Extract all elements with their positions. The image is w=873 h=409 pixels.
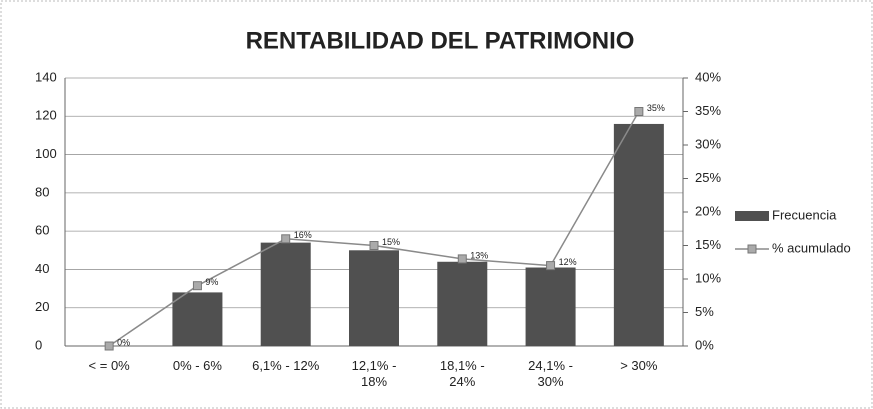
y-tick-label: 100 (35, 146, 57, 161)
legend-swatch (735, 211, 769, 221)
data-label: 9% (205, 277, 218, 287)
data-label: 13% (470, 250, 488, 260)
bar (525, 267, 576, 346)
data-label: 0% (117, 337, 130, 347)
chart-title: RENTABILIDAD DEL PATRIMONIO (246, 27, 635, 54)
x-tick-label: 18,1% - 24% (439, 358, 485, 389)
x-tick-label: 6,1% - 12% (252, 358, 320, 373)
y-tick-label: 20 (35, 299, 49, 314)
x-tick-label: > 30% (620, 358, 658, 373)
y2-tick-label: 25% (695, 170, 721, 185)
y2-tick-label: 20% (695, 203, 721, 218)
marker (634, 107, 644, 116)
y-tick-label: 80 (35, 184, 49, 199)
x-tick-label: < = 0% (88, 358, 130, 373)
y2-tick-label: 40% (695, 69, 721, 84)
bar (260, 242, 311, 346)
marker (546, 261, 556, 271)
y-tick-label: 60 (35, 223, 49, 238)
y-tick-label: 120 (35, 108, 57, 123)
marker (457, 254, 467, 264)
data-label: 16% (294, 230, 312, 240)
bar (349, 250, 399, 346)
y2-tick-label: 30% (695, 136, 721, 151)
x-tick-label: 12,1% - 18% (351, 358, 397, 389)
x-tick-label: 0% - 6% (172, 358, 222, 373)
data-label: 15% (382, 237, 400, 247)
y2-tick-label: 35% (695, 103, 721, 118)
y-tick-label: 0 (35, 337, 42, 352)
y-tick-label: 140 (35, 69, 57, 84)
data-label: 12% (559, 257, 577, 267)
legend-marker (747, 244, 757, 254)
y-tick-label: 40 (35, 261, 49, 276)
bar (172, 292, 223, 346)
y2-tick-label: 5% (695, 304, 714, 319)
y2-tick-label: 10% (695, 270, 721, 285)
bar (613, 123, 664, 346)
legend-label: Frecuencia (772, 207, 837, 222)
y2-tick-label: 0% (695, 337, 714, 352)
y2-tick-label: 15% (695, 237, 721, 252)
marker (281, 234, 291, 244)
marker (192, 281, 202, 291)
bar (437, 261, 488, 346)
data-label: 35% (647, 103, 665, 113)
marker (104, 341, 114, 351)
legend-label: % acumulado (772, 240, 851, 255)
marker (369, 241, 379, 250)
x-tick-label: 24,1% - 30% (528, 358, 573, 389)
